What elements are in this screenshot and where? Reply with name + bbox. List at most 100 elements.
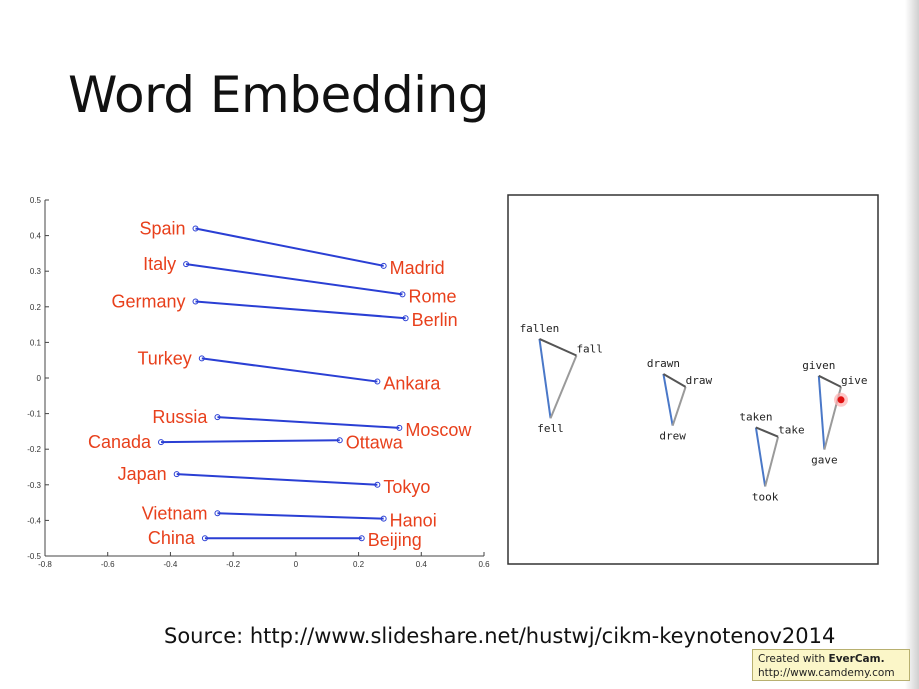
capital-label: Moscow: [405, 420, 472, 440]
pair-line-vietnam: [217, 512, 384, 520]
evercam-watermark[interactable]: Created with EverCam. http://www.camdemy…: [752, 649, 910, 681]
country-label: Turkey: [137, 348, 191, 368]
x-tick-label: -0.4: [164, 560, 178, 569]
country-point: [192, 298, 199, 305]
edge-past-base: [549, 355, 578, 419]
x-tick-label: 0.2: [353, 560, 365, 569]
y-tick-label: 0.4: [30, 232, 42, 241]
edge-pp-past: [817, 375, 826, 450]
country-point: [201, 535, 208, 542]
x-tick-label: 0.4: [416, 560, 428, 569]
chart1-labels: Spain Madrid Italy Rome Germany Berlin Turkey A…: [88, 218, 472, 550]
x-tick-label: -0.8: [38, 560, 52, 569]
word-label-pp: drawn: [647, 357, 680, 370]
country-point: [214, 414, 221, 421]
country-label: Canada: [88, 432, 152, 452]
x-tick-label: 0.6: [478, 560, 490, 569]
capital-label: Rome: [408, 286, 456, 306]
capital-point: [399, 291, 406, 298]
capital-point: [374, 378, 381, 385]
y-tick-label: -0.3: [27, 481, 41, 490]
capital-label: Beijing: [368, 530, 422, 550]
slide-edge-shadow: [905, 0, 919, 689]
word-label-base: give: [841, 374, 868, 387]
edge-base-pp: [662, 373, 687, 388]
pair-line-japan: [176, 473, 378, 486]
x-tick-label: -0.6: [101, 560, 115, 569]
edge-pp-past: [662, 373, 674, 426]
word-label-base: draw: [686, 374, 713, 387]
edge-past-base: [764, 436, 780, 487]
country-label: Spain: [139, 218, 185, 238]
country-label: Italy: [143, 254, 176, 274]
country-point: [183, 261, 190, 268]
y-tick-label: -0.5: [27, 552, 41, 561]
country-point: [158, 439, 165, 446]
country-label: Japan: [118, 464, 167, 484]
capital-point: [396, 424, 403, 431]
edge-base-pp: [539, 337, 577, 357]
source-citation: Source: http://www.slideshare.net/hustwj…: [164, 624, 836, 648]
word-label-past: gave: [811, 454, 838, 467]
pair-line-spain: [195, 227, 384, 267]
y-tick-label: 0: [37, 374, 42, 383]
plot-frame: [507, 194, 879, 565]
edge-past-base: [671, 386, 687, 426]
capital-point: [402, 315, 409, 322]
word-label-base: take: [778, 424, 805, 437]
watermark-brand: EverCam.: [828, 653, 885, 665]
chart1-lines: [158, 225, 409, 542]
word-label-pp: given: [802, 359, 835, 372]
y-tick-label: 0.3: [30, 267, 42, 276]
capital-point: [336, 437, 343, 444]
chart1-axes: 0.5 0.4 0.3 0.2 0.1 0 -0.1 -0.2 -0.3 -0.4 -0.5-0.8…: [27, 196, 490, 569]
x-tick-label: 0: [294, 560, 299, 569]
pair-line-italy: [185, 263, 403, 296]
watermark-url: http://www.camdemy.com: [758, 667, 895, 679]
country-point: [192, 225, 199, 232]
y-tick-label: 0.5: [30, 196, 42, 205]
cursor-dot: [837, 396, 845, 404]
chart2-edges: [538, 337, 842, 487]
edge-pp-past: [538, 338, 552, 419]
capital-label: Hanoi: [390, 511, 437, 531]
x-tick-label: -0.2: [226, 560, 240, 569]
country-label: Vietnam: [142, 503, 208, 523]
word-label-past: took: [752, 491, 779, 504]
capital-label: Ottawa: [346, 432, 404, 452]
capital-label: Ankara: [383, 374, 441, 394]
chart2-cursor: [834, 392, 848, 407]
country-point: [198, 355, 205, 362]
edge-base-pp: [755, 426, 779, 438]
watermark-prefix: Created with: [758, 653, 826, 665]
word-label-pp: fallen: [520, 322, 560, 335]
country-label: China: [148, 528, 196, 548]
word-label-base: fall: [576, 343, 603, 356]
y-tick-label: -0.2: [27, 445, 41, 454]
slide-title: Word Embedding: [68, 66, 490, 124]
y-tick-label: -0.1: [27, 410, 41, 419]
pair-line-russia: [217, 416, 400, 429]
country-label: Germany: [111, 291, 185, 311]
capital-point: [380, 262, 387, 269]
y-tick-label: 0.2: [30, 303, 42, 312]
word-label-past: drew: [659, 430, 686, 443]
country-point: [214, 510, 221, 517]
country-capital-chart: 0.5 0.4 0.3 0.2 0.1 0 -0.1 -0.2 -0.3 -0.4 -0.5-0.8…: [27, 196, 490, 569]
capital-label: Madrid: [390, 258, 445, 278]
chart2-frame: [507, 194, 879, 565]
pair-line-turkey: [201, 357, 378, 383]
edge-base-pp: [818, 374, 842, 388]
verb-tense-chart: fallen fall fell drawn draw drew taken take took…: [507, 194, 879, 565]
capital-point: [358, 535, 365, 542]
country-point: [173, 471, 180, 478]
chart2-labels: fallen fall fell drawn draw drew taken take took…: [520, 322, 868, 504]
pair-line-canada: [161, 439, 340, 444]
word-label-past: fell: [537, 422, 564, 435]
y-tick-label: 0.1: [30, 338, 42, 347]
pair-line-germany: [195, 300, 406, 320]
word-label-pp: taken: [739, 410, 772, 423]
edge-pp-past: [754, 427, 767, 487]
capital-label: Tokyo: [383, 477, 430, 497]
capital-point: [374, 481, 381, 488]
